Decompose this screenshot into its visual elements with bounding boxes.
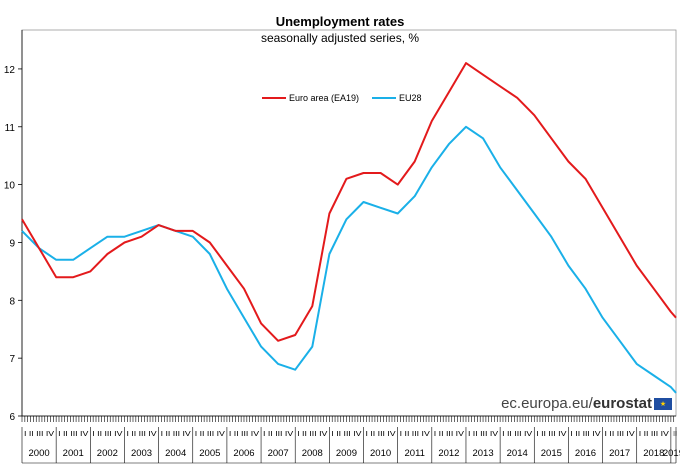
x-quarter-labels-2003: I II III IV bbox=[126, 431, 157, 438]
chart-subtitle: seasonally adjusted series, % bbox=[260, 31, 420, 45]
x-year-label-2007: 2007 bbox=[268, 448, 289, 459]
x-year-label-2000: 2000 bbox=[29, 448, 50, 459]
x-year-label-2002: 2002 bbox=[97, 448, 118, 459]
x-year-label-2003: 2003 bbox=[131, 448, 152, 459]
series-line-euro-area-ea19- bbox=[21, 62, 677, 342]
x-quarter-labels-2011: I II III IV bbox=[400, 431, 431, 438]
legend-swatch-euro-area bbox=[262, 97, 286, 99]
legend-label-eu28: EU28 bbox=[399, 93, 422, 103]
chart-title: Unemployment rates bbox=[275, 14, 405, 29]
x-year-label-2019: 2019 bbox=[663, 448, 680, 459]
y-tick-label-12: 12 bbox=[4, 65, 16, 76]
x-quarter-labels-2009: I II III IV bbox=[331, 431, 362, 438]
legend-item-eu28: EU28 bbox=[372, 92, 422, 104]
x-quarter-labels-2013: I II III IV bbox=[468, 431, 499, 438]
x-year-label-2015: 2015 bbox=[541, 448, 562, 459]
x-quarter-labels-2010: I II III IV bbox=[366, 431, 397, 438]
series-line-eu28 bbox=[21, 125, 677, 394]
x-quarter-labels-2014: I II III IV bbox=[502, 431, 533, 438]
x-quarter-labels-2019: I II III IV bbox=[673, 431, 677, 438]
y-tick-label-7: 7 bbox=[9, 354, 15, 365]
x-year-label-2010: 2010 bbox=[370, 448, 391, 459]
x-year-label-2016: 2016 bbox=[575, 448, 596, 459]
y-tick-label-6: 6 bbox=[9, 412, 15, 423]
x-quarter-labels-2006: I II III IV bbox=[229, 431, 260, 438]
x-quarter-labels-2001: I II III IV bbox=[58, 431, 89, 438]
x-year-label-2014: 2014 bbox=[507, 448, 528, 459]
x-quarter-labels-2012: I II III IV bbox=[434, 431, 465, 438]
x-year-label-2005: 2005 bbox=[199, 448, 220, 459]
watermark-brand: eurostat bbox=[592, 395, 652, 412]
x-year-label-2006: 2006 bbox=[233, 448, 254, 459]
legend-item-euro-area: Euro area (EA19) bbox=[262, 92, 359, 104]
x-quarter-labels-2005: I II III IV bbox=[195, 431, 226, 438]
x-year-label-2004: 2004 bbox=[165, 448, 186, 459]
x-quarter-labels-2015: I II III IV bbox=[536, 431, 567, 438]
plot-frame bbox=[21, 29, 677, 417]
x-quarter-labels-2000: I II III IV bbox=[24, 431, 55, 438]
x-year-label-2012: 2012 bbox=[438, 448, 459, 459]
x-quarter-labels-2004: I II III IV bbox=[161, 431, 192, 438]
y-tick-label-10: 10 bbox=[4, 181, 16, 192]
x-year-label-2009: 2009 bbox=[336, 448, 357, 459]
y-tick-label-9: 9 bbox=[9, 238, 15, 249]
x-quarter-labels-2007: I II III IV bbox=[263, 431, 294, 438]
x-year-label-2011: 2011 bbox=[405, 448, 425, 459]
x-year-label-2013: 2013 bbox=[472, 448, 493, 459]
x-quarter-labels-2018: I II III IV bbox=[639, 431, 670, 438]
legend-swatch-eu28 bbox=[372, 97, 396, 99]
eurostat-watermark: ec.europa.eu/eurostat bbox=[501, 395, 652, 412]
x-quarter-labels-2016: I II III IV bbox=[570, 431, 601, 438]
x-year-label-2001: 2001 bbox=[63, 448, 84, 459]
y-tick-label-8: 8 bbox=[9, 296, 15, 307]
watermark-site: ec.europa.eu/ bbox=[501, 395, 593, 412]
x-year-label-2018: 2018 bbox=[643, 448, 664, 459]
eu-flag-icon: ★ bbox=[654, 398, 672, 410]
x-year-label-2017: 2017 bbox=[609, 448, 630, 459]
x-quarter-labels-2017: I II III IV bbox=[605, 431, 636, 438]
y-tick-label-11: 11 bbox=[5, 123, 16, 134]
legend-label-euro-area: Euro area (EA19) bbox=[289, 93, 360, 103]
x-quarter-labels-2002: I II III IV bbox=[92, 431, 123, 438]
x-year-label-2008: 2008 bbox=[302, 448, 323, 459]
x-quarter-labels-2008: I II III IV bbox=[297, 431, 328, 438]
